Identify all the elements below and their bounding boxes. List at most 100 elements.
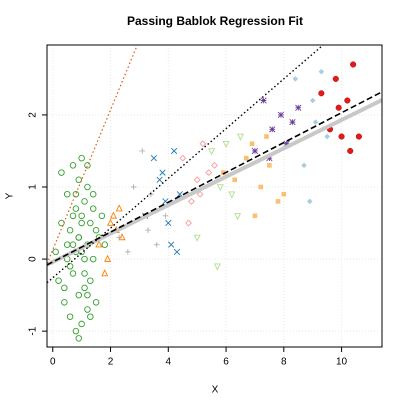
point — [307, 198, 313, 205]
x-tick-label: 10 — [336, 357, 348, 368]
point — [130, 184, 137, 190]
point — [87, 277, 94, 284]
point — [72, 205, 80, 212]
y-axis-label: Y — [5, 192, 16, 199]
point — [208, 148, 216, 156]
point — [335, 104, 342, 111]
regression-line — [47, 45, 138, 264]
x-tick-label: 8 — [281, 357, 287, 368]
point — [344, 97, 351, 104]
point — [168, 241, 175, 248]
point — [243, 155, 249, 161]
regression-line — [47, 98, 382, 267]
point — [109, 211, 117, 219]
point — [289, 119, 296, 126]
point — [222, 140, 230, 149]
point — [318, 90, 325, 97]
plot-frame — [46, 44, 383, 348]
point — [139, 148, 146, 154]
point — [101, 241, 109, 248]
point — [324, 133, 330, 140]
point — [275, 199, 281, 204]
x-tick-label: 6 — [223, 357, 229, 368]
point — [52, 248, 59, 256]
point — [61, 299, 68, 306]
point — [205, 169, 213, 177]
point — [159, 169, 166, 176]
point — [75, 291, 83, 299]
point — [150, 155, 157, 162]
point — [332, 75, 339, 82]
point — [176, 191, 183, 198]
point — [153, 241, 160, 248]
point — [66, 263, 74, 270]
point — [101, 269, 109, 277]
point — [81, 255, 88, 263]
point — [104, 254, 112, 262]
point — [92, 226, 100, 234]
point — [84, 162, 91, 169]
x-tick-label: 4 — [166, 357, 172, 368]
point — [187, 197, 195, 205]
point — [55, 277, 62, 284]
point — [63, 241, 71, 248]
point — [72, 327, 80, 335]
point — [258, 184, 264, 190]
x-axis-label: X — [212, 385, 219, 396]
point — [75, 234, 83, 241]
point — [228, 191, 236, 199]
point — [89, 205, 97, 212]
point — [78, 212, 85, 220]
point — [185, 219, 192, 227]
point — [266, 155, 273, 162]
grid — [47, 45, 382, 347]
point — [69, 270, 77, 277]
point — [125, 249, 131, 255]
point — [87, 313, 94, 320]
point — [236, 133, 245, 141]
chart-title: Passing Bablok Regression Fit — [127, 14, 303, 28]
point — [61, 284, 68, 292]
point — [92, 299, 100, 306]
point — [69, 212, 77, 220]
point — [249, 141, 255, 147]
point — [84, 291, 91, 299]
point — [156, 176, 163, 183]
point — [199, 140, 207, 148]
point — [347, 147, 354, 155]
point — [148, 191, 154, 197]
point — [295, 104, 302, 111]
point — [58, 219, 65, 227]
point — [309, 97, 316, 104]
point — [116, 234, 122, 241]
point — [81, 270, 88, 277]
point — [252, 213, 258, 219]
point — [165, 219, 172, 227]
point — [63, 190, 71, 198]
point — [95, 240, 103, 248]
point — [66, 313, 74, 320]
point — [350, 61, 357, 68]
point — [179, 154, 187, 162]
point — [193, 176, 201, 184]
x-tick-label: 0 — [50, 357, 56, 368]
point — [281, 191, 287, 197]
point — [269, 126, 276, 133]
point — [75, 335, 83, 342]
point — [318, 68, 325, 75]
point — [173, 248, 181, 255]
point — [66, 226, 74, 234]
point — [78, 154, 85, 162]
point — [84, 183, 91, 191]
point — [196, 190, 204, 198]
point — [107, 218, 115, 226]
point — [312, 119, 319, 125]
point — [260, 97, 267, 104]
point — [213, 263, 221, 271]
point — [118, 233, 126, 241]
point — [115, 204, 123, 212]
plot-area — [47, 45, 382, 342]
point — [162, 213, 169, 219]
point — [89, 255, 97, 263]
y-tick-label: -1 — [28, 326, 39, 335]
